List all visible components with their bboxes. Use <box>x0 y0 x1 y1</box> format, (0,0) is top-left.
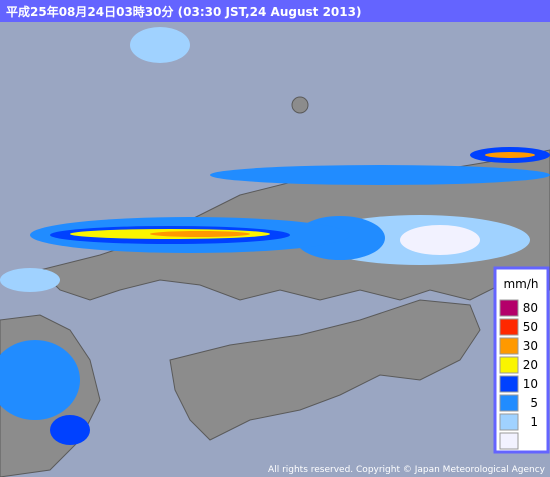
rain-patch <box>130 27 190 63</box>
legend-label: 30 <box>523 339 538 353</box>
legend-swatch <box>499 299 519 317</box>
rain-patch <box>50 415 90 445</box>
legend-label: 10 <box>523 377 538 391</box>
legend-label: 1 <box>530 415 538 429</box>
rain-patch <box>0 268 60 292</box>
legend-swatch <box>499 356 519 374</box>
legend-swatch <box>499 337 519 355</box>
legend-label: 50 <box>523 320 538 334</box>
title-bar <box>0 0 550 22</box>
legend-label: 20 <box>523 358 538 372</box>
legend-swatch <box>499 318 519 336</box>
legend-label: 80 <box>523 301 538 315</box>
rain-patch <box>150 231 250 237</box>
rain <box>0 27 550 445</box>
rain-patch <box>400 225 480 255</box>
rain-patch <box>485 152 535 158</box>
legend-label: 5 <box>530 396 538 410</box>
legend-unit: mm/h <box>503 277 538 291</box>
rain-patch <box>0 340 80 420</box>
title: 平成25年08月24日03時30分 (03:30 JST,24 August 2… <box>6 4 361 19</box>
legend-swatch <box>499 375 519 393</box>
rain-patch <box>210 165 550 185</box>
copyright: All rights reserved. Copyright © Japan M… <box>268 465 546 475</box>
legend-swatch <box>499 432 519 450</box>
legend-swatch <box>499 413 519 431</box>
legend-swatch <box>499 394 519 412</box>
